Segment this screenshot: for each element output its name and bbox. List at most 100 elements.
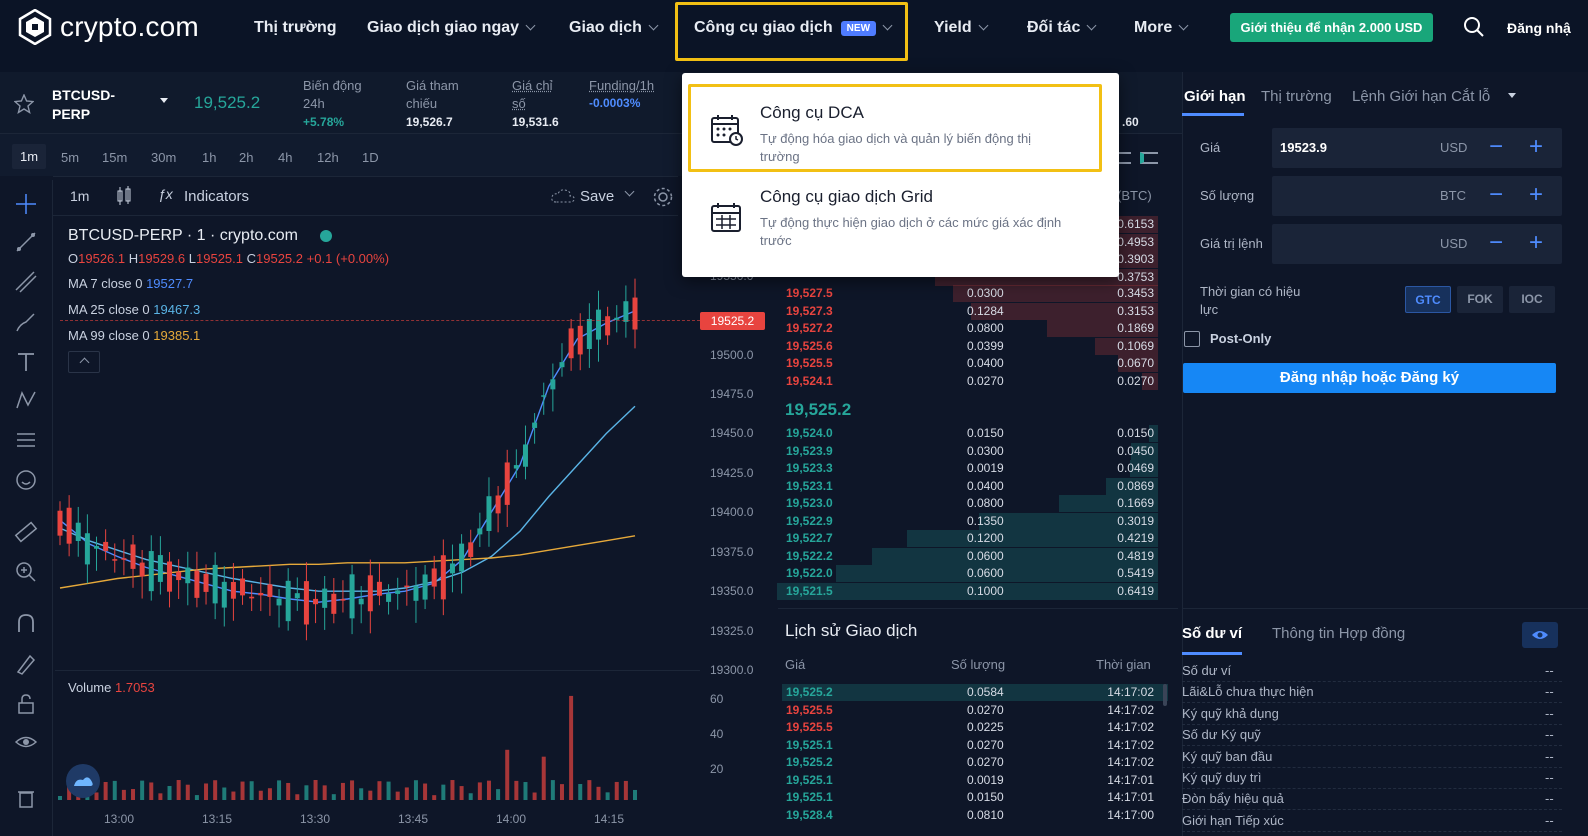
- tab-contract-info[interactable]: Thông tin Hợp đồng: [1272, 625, 1406, 642]
- zoom-in-icon[interactable]: [14, 560, 38, 584]
- wallet-row-label: Ký quỹ khả dụng: [1182, 705, 1279, 721]
- dca-tool-item[interactable]: Công cụ DCA Tự động hóa giao dịch và quả…: [688, 85, 1102, 173]
- ask-row[interactable]: 19,527.5 0.0300 0.3453: [782, 285, 1168, 302]
- price-axis-label: 19475.0: [710, 387, 754, 402]
- tab-limit[interactable]: Giới hạn: [1184, 88, 1246, 105]
- save-button[interactable]: Save: [580, 188, 615, 205]
- timeframe-4h[interactable]: 4h: [278, 150, 293, 165]
- price-input[interactable]: 19523.9 USD − +: [1272, 128, 1562, 168]
- minus-icon[interactable]: −: [1488, 133, 1503, 160]
- fx-icon[interactable]: ƒx: [158, 186, 173, 202]
- book-bids-layout-icon[interactable]: [1140, 152, 1158, 164]
- fib-tool-icon[interactable]: [14, 270, 38, 294]
- logo[interactable]: crypto.com: [18, 9, 199, 45]
- eye-icon[interactable]: [14, 730, 38, 754]
- bid-row[interactable]: 19,522.7 0.1200 0.4219: [782, 530, 1168, 547]
- chart-logo-badge[interactable]: [66, 764, 100, 798]
- ask-row[interactable]: 19,527.2 0.0800 0.1869: [782, 320, 1168, 337]
- pencil-lock-icon[interactable]: [14, 652, 38, 676]
- crosshair-icon[interactable]: [14, 192, 38, 216]
- forecast-icon[interactable]: [14, 428, 38, 452]
- timeframe-12h[interactable]: 12h: [317, 150, 339, 165]
- pattern-icon[interactable]: [14, 388, 38, 412]
- grid-tool-item[interactable]: Công cụ giao dịch Grid Tự động thực hiện…: [688, 173, 1102, 261]
- book-layout-icon[interactable]: [1117, 152, 1131, 164]
- tif-gtc[interactable]: GTC: [1405, 286, 1451, 313]
- star-icon[interactable]: [14, 94, 34, 114]
- bid-row[interactable]: 19,522.9 0.1350 0.3019: [782, 512, 1168, 530]
- text-icon[interactable]: [14, 350, 38, 374]
- minus-icon[interactable]: −: [1488, 229, 1503, 256]
- chart-interval-button[interactable]: 1m: [70, 188, 90, 204]
- bid-row[interactable]: 19,523.9 0.0300 0.0450: [782, 442, 1168, 460]
- candle-body: [559, 362, 565, 368]
- timeframe-15m[interactable]: 15m: [102, 150, 128, 165]
- candle-body: [75, 522, 81, 541]
- gear-icon[interactable]: [652, 186, 674, 208]
- nav-more[interactable]: More: [1134, 18, 1189, 38]
- bid-row[interactable]: 19,522.2 0.0600 0.4819: [782, 547, 1168, 565]
- postonly-checkbox[interactable]: [1184, 331, 1200, 347]
- candles-icon[interactable]: [115, 186, 133, 206]
- plus-icon[interactable]: +: [1528, 229, 1543, 256]
- ask-row[interactable]: 19,525.5 0.0400 0.0670: [782, 355, 1168, 372]
- timeframe-30m[interactable]: 30m: [151, 150, 177, 165]
- bid-total: 0.0869: [1117, 478, 1154, 493]
- referral-promo-button[interactable]: Giới thiệu để nhận 2.000 USD: [1230, 13, 1433, 42]
- nav-yield[interactable]: Yield: [934, 18, 989, 38]
- timeframe-1h[interactable]: 1h: [202, 150, 217, 165]
- trendline-icon[interactable]: [14, 230, 38, 254]
- indicators-button[interactable]: Indicators: [184, 188, 250, 205]
- ask-row[interactable]: 19,524.1 0.0270 0.0270: [782, 372, 1168, 390]
- magnet-icon[interactable]: [14, 612, 38, 636]
- minus-icon[interactable]: −: [1488, 181, 1503, 208]
- bid-row[interactable]: 19,521.5 0.1000 0.6419: [776, 582, 1168, 600]
- tab-market[interactable]: Thị trường: [1261, 88, 1332, 105]
- ask-row[interactable]: 19,527.3 0.1284 0.3153: [782, 302, 1168, 320]
- trade-row: 19,525.1 0.0150 14:17:01: [782, 789, 1168, 806]
- toggle-visibility-button[interactable]: [1522, 622, 1558, 648]
- candle-body: [294, 593, 300, 599]
- login-link[interactable]: Đăng nhậ: [1507, 20, 1571, 36]
- tab-stop-limit[interactable]: Lệnh Giới hạn Cắt lỗ: [1352, 88, 1491, 105]
- lock-icon[interactable]: [14, 692, 38, 716]
- candle-body: [157, 555, 163, 582]
- bid-row[interactable]: 19,524.0 0.0150 0.0150: [782, 425, 1168, 442]
- login-register-button[interactable]: Đăng nhập hoặc Đăng ký: [1183, 363, 1556, 393]
- nav-partners[interactable]: Đối tác: [1027, 18, 1097, 38]
- bid-row[interactable]: 19,522.0 0.0600 0.5419: [782, 565, 1168, 582]
- bid-row[interactable]: 19,523.0 0.0800 0.1669: [782, 495, 1168, 512]
- trade-row: 19,525.1 0.0019 14:17:01: [782, 772, 1168, 789]
- plus-icon[interactable]: +: [1528, 133, 1543, 160]
- volume-bar: [614, 781, 619, 800]
- timeframe-5m[interactable]: 5m: [61, 150, 80, 165]
- ruler-icon[interactable]: [14, 520, 38, 544]
- tif-ioc[interactable]: IOC: [1509, 286, 1555, 313]
- nav-markets[interactable]: Thị trường: [254, 18, 337, 38]
- timeframe-1m[interactable]: 1m: [12, 144, 47, 169]
- bid-row[interactable]: 19,523.1 0.0400 0.0869: [782, 477, 1168, 495]
- trades-scrollbar[interactable]: [1163, 684, 1167, 706]
- order-value-input[interactable]: USD − +: [1272, 224, 1562, 264]
- trash-icon[interactable]: [14, 786, 38, 810]
- brush-icon[interactable]: [14, 310, 38, 334]
- emoji-icon[interactable]: [14, 468, 38, 492]
- price-chart[interactable]: [55, 260, 700, 670]
- search-icon[interactable]: [1463, 16, 1485, 38]
- tif-fok[interactable]: FOK: [1457, 286, 1503, 313]
- nav-trade[interactable]: Giao dịch: [569, 18, 659, 38]
- plus-icon[interactable]: +: [1528, 181, 1543, 208]
- nav-trading-tools[interactable]: Công cụ giao dịch NEW: [694, 18, 893, 38]
- nav-trade-label: Giao dịch: [569, 19, 642, 36]
- symbol-name[interactable]: BTCUSD-PERP: [52, 87, 115, 122]
- caret-down-icon[interactable]: [160, 98, 168, 103]
- ask-row[interactable]: 19,525.6 0.0399 0.1069: [782, 337, 1168, 355]
- bid-row[interactable]: 19,523.3 0.0019 0.0469: [782, 460, 1168, 477]
- timeframe-1d[interactable]: 1D: [362, 150, 379, 165]
- qty-input[interactable]: BTC − +: [1272, 176, 1562, 216]
- caret-down-icon[interactable]: [1508, 93, 1516, 98]
- nav-spot[interactable]: Giao dịch giao ngay: [367, 18, 536, 38]
- timeframe-2h[interactable]: 2h: [239, 150, 254, 165]
- tab-wallet-balance[interactable]: Số dư ví: [1182, 625, 1243, 642]
- collapse-legend-button[interactable]: [68, 351, 100, 373]
